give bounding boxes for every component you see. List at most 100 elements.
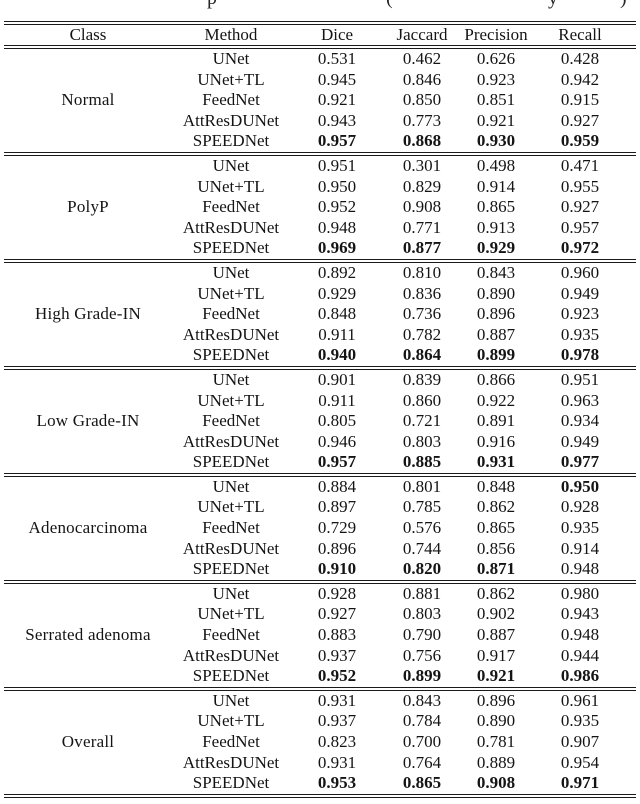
metric-cell: 0.954 bbox=[560, 752, 600, 772]
metric-cell: 0.891 bbox=[476, 411, 516, 431]
metric-cell: 0.856 bbox=[476, 538, 516, 558]
method-cell: FeedNet bbox=[202, 732, 260, 751]
metric-cell: 0.785 bbox=[402, 497, 442, 517]
metric-cell: 0.877 bbox=[402, 238, 442, 258]
metric-cell: 0.736 bbox=[402, 304, 442, 324]
metric-cell: 0.940 bbox=[317, 345, 357, 365]
metric-cell: 0.890 bbox=[476, 711, 516, 731]
metric-cell: 0.850 bbox=[402, 90, 442, 110]
metric-cell: 0.921 bbox=[476, 666, 516, 686]
metric-cell: 0.935 bbox=[560, 711, 600, 731]
metric-cell: 0.944 bbox=[560, 645, 600, 665]
metric-cell: 0.928 bbox=[560, 497, 600, 517]
method-cell: UNet+TL bbox=[197, 711, 265, 731]
caption-fragment-glyph: ( bbox=[386, 0, 393, 8]
method-cell: UNet+TL bbox=[197, 69, 265, 89]
metric-cell: 0.943 bbox=[317, 110, 357, 130]
metric-cell: 0.901 bbox=[317, 369, 357, 389]
metric-cell: 0.960 bbox=[560, 262, 600, 282]
table-section: Overall UNet 0.931 0.843 0.896 0.961 UNet+TL 0.… bbox=[4, 691, 636, 794]
metric-cell: 0.884 bbox=[317, 476, 357, 496]
metric-cell: 0.950 bbox=[560, 476, 600, 496]
metric-cell: 0.977 bbox=[560, 452, 600, 472]
results-table-body: Normal UNet 0.531 0.462 0.626 0.428 UNet+TL 0.9… bbox=[4, 49, 636, 798]
method-cell: SPEEDNet bbox=[192, 666, 270, 686]
metric-cell: 0.953 bbox=[317, 773, 357, 793]
metric-cell: 0.916 bbox=[476, 431, 516, 451]
metric-cell: 0.820 bbox=[402, 559, 442, 579]
metric-cell: 0.881 bbox=[402, 583, 442, 603]
table-section: High Grade-IN UNet 0.892 0.810 0.843 0.960 UNe… bbox=[4, 263, 636, 366]
method-cell: AttResDUNet bbox=[182, 645, 280, 665]
metric-cell: 0.950 bbox=[317, 176, 357, 196]
metric-cell: 0.892 bbox=[317, 262, 357, 282]
metric-cell: 0.843 bbox=[402, 690, 442, 710]
metric-cell: 0.899 bbox=[402, 666, 442, 686]
metric-cell: 0.782 bbox=[402, 324, 442, 344]
metric-cell: 0.860 bbox=[402, 390, 442, 410]
method-cell: UNet+TL bbox=[197, 283, 265, 303]
method-cell: UNet bbox=[212, 155, 250, 175]
metric-cell: 0.937 bbox=[317, 711, 357, 731]
metric-cell: 0.865 bbox=[476, 197, 516, 217]
metric-cell: 0.948 bbox=[317, 217, 357, 237]
metric-cell: 0.843 bbox=[476, 262, 516, 282]
metric-cell: 0.943 bbox=[560, 604, 600, 624]
metric-cell: 0.923 bbox=[476, 69, 516, 89]
metric-cell: 0.868 bbox=[402, 131, 442, 151]
class-cell: Overall bbox=[61, 732, 115, 752]
method-cell: SPEEDNet bbox=[192, 131, 270, 151]
metric-cell: 0.897 bbox=[317, 497, 357, 517]
column-header-jaccard: Jaccard bbox=[396, 25, 448, 44]
metric-cell: 0.934 bbox=[560, 411, 600, 431]
metric-cell: 0.969 bbox=[317, 238, 357, 258]
class-cell: Low Grade-IN bbox=[36, 411, 140, 431]
metric-cell: 0.957 bbox=[560, 217, 600, 237]
metric-cell: 0.885 bbox=[402, 452, 442, 472]
metric-cell: 0.626 bbox=[476, 49, 516, 68]
metric-cell: 0.462 bbox=[402, 49, 442, 68]
metric-cell: 0.951 bbox=[317, 155, 357, 175]
metric-cell: 0.986 bbox=[560, 666, 600, 686]
metric-cell: 0.902 bbox=[476, 604, 516, 624]
metric-cell: 0.949 bbox=[560, 431, 600, 451]
caption-fragment-glyph: p bbox=[207, 0, 217, 8]
metric-cell: 0.848 bbox=[317, 304, 357, 324]
metric-cell: 0.866 bbox=[476, 369, 516, 389]
method-cell: AttResDUNet bbox=[182, 217, 280, 237]
metric-cell: 0.980 bbox=[560, 583, 600, 603]
metric-cell: 0.700 bbox=[402, 732, 442, 751]
column-header-class: Class bbox=[69, 25, 107, 44]
metric-cell: 0.848 bbox=[476, 476, 516, 496]
metric-cell: 0.839 bbox=[402, 369, 442, 389]
class-cell: PolyP bbox=[67, 197, 109, 217]
metric-cell: 0.946 bbox=[317, 431, 357, 451]
section-divider-rule bbox=[4, 365, 636, 370]
metric-cell: 0.771 bbox=[402, 217, 442, 237]
metric-cell: 0.781 bbox=[476, 732, 516, 751]
method-cell: FeedNet bbox=[202, 304, 260, 324]
metric-cell: 0.784 bbox=[402, 711, 442, 731]
metric-cell: 0.923 bbox=[560, 304, 600, 324]
method-cell: AttResDUNet bbox=[182, 431, 280, 451]
section-divider-rule bbox=[4, 686, 636, 691]
metric-cell: 0.961 bbox=[560, 690, 600, 710]
method-cell: UNet+TL bbox=[197, 497, 265, 517]
metric-cell: 0.301 bbox=[402, 155, 442, 175]
metric-cell: 0.823 bbox=[317, 732, 357, 751]
metric-cell: 0.890 bbox=[476, 283, 516, 303]
metric-cell: 0.805 bbox=[317, 411, 357, 431]
metric-cell: 0.744 bbox=[402, 538, 442, 558]
metric-cell: 0.931 bbox=[317, 690, 357, 710]
method-cell: FeedNet bbox=[202, 90, 260, 110]
section-divider-rule bbox=[4, 151, 636, 156]
metric-cell: 0.955 bbox=[560, 176, 600, 196]
metric-cell: 0.952 bbox=[317, 666, 357, 686]
metric-cell: 0.907 bbox=[560, 732, 600, 751]
method-cell: SPEEDNet bbox=[192, 345, 270, 365]
method-cell: UNet bbox=[212, 262, 250, 282]
method-cell: SPEEDNet bbox=[192, 238, 270, 258]
metric-cell: 0.803 bbox=[402, 604, 442, 624]
metric-cell: 0.929 bbox=[317, 283, 357, 303]
